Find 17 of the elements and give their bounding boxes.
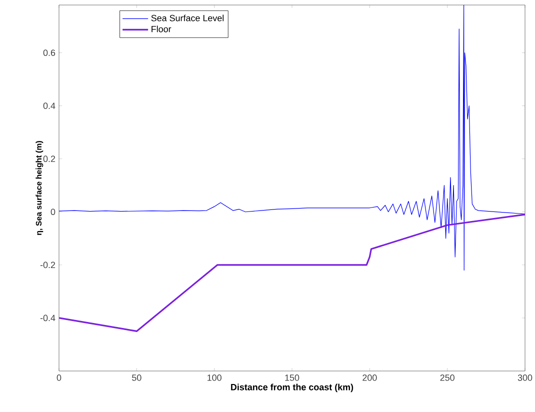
y-tick-label: 0.4: [43, 102, 56, 109]
x-tick-label: 150: [285, 374, 300, 381]
x-tick-label: 200: [362, 374, 377, 381]
y-tick-label: -0.4: [40, 314, 56, 322]
line-series: [59, 214, 526, 332]
x-tick-label: 100: [208, 374, 222, 381]
y-tick-label: 0: [50, 208, 56, 216]
legend-label: Floor: [152, 26, 172, 32]
x-tick-label: 0: [56, 374, 62, 381]
y-tick-label: 0.2: [43, 156, 56, 162]
legend-label: Sea Surface Level: [151, 14, 224, 22]
x-axis-title: Distance from the coast (km): [231, 384, 354, 392]
x-tick-label: 250: [440, 374, 454, 381]
y-tick-label: 0.6: [43, 50, 56, 56]
y-tick-label: -0.2: [40, 262, 56, 268]
x-tick-label: 50: [132, 374, 142, 381]
x-tick-label: 300: [518, 374, 532, 381]
